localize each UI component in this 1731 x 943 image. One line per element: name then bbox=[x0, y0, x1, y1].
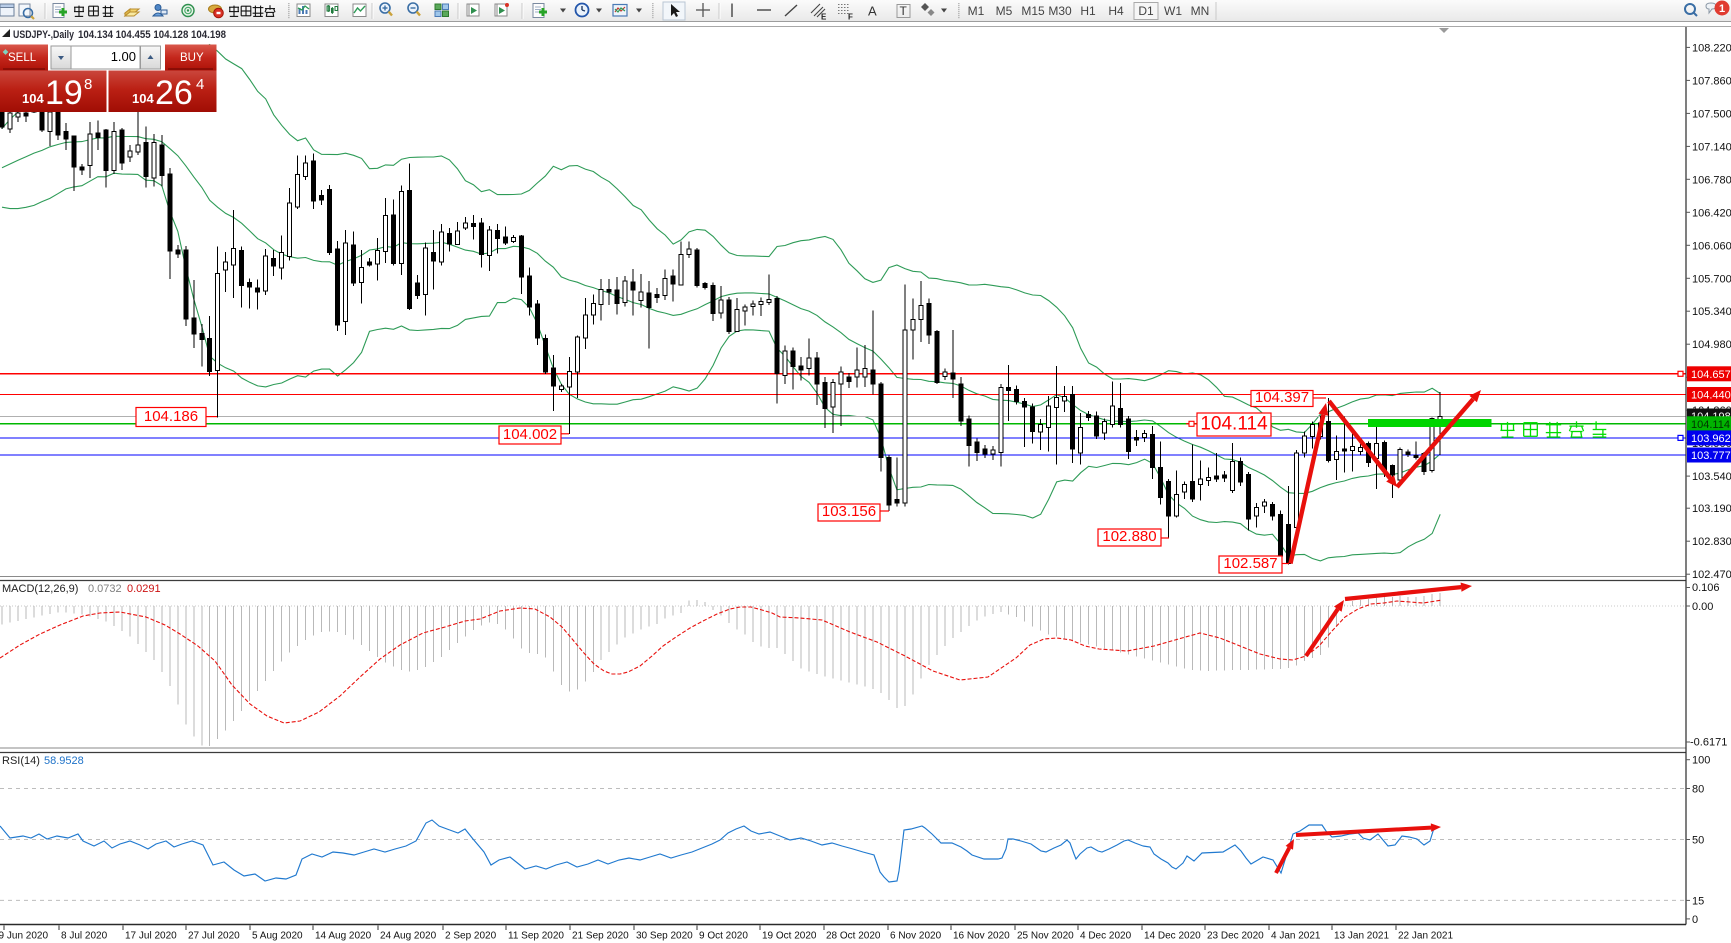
svg-text:28 Oct 2020: 28 Oct 2020 bbox=[826, 931, 881, 942]
svg-text:104.657: 104.657 bbox=[1691, 369, 1731, 381]
svg-text:107.860: 107.860 bbox=[1692, 75, 1731, 87]
svg-text:106.780: 106.780 bbox=[1692, 174, 1731, 186]
svg-text:102.587: 102.587 bbox=[1223, 555, 1277, 572]
svg-text:104.114: 104.114 bbox=[1200, 414, 1268, 435]
svg-text:M1: M1 bbox=[968, 4, 985, 18]
svg-text:H1: H1 bbox=[1080, 4, 1096, 18]
svg-text:M5: M5 bbox=[996, 4, 1013, 18]
svg-text:14 Aug 2020: 14 Aug 2020 bbox=[315, 931, 372, 942]
svg-text:106.060: 106.060 bbox=[1692, 240, 1731, 252]
svg-text:104.397: 104.397 bbox=[1255, 389, 1309, 406]
svg-text:-0.6171: -0.6171 bbox=[1690, 737, 1727, 749]
svg-text:D1: D1 bbox=[1138, 4, 1154, 18]
svg-text:0.00: 0.00 bbox=[1692, 601, 1713, 613]
svg-text:5 Aug 2020: 5 Aug 2020 bbox=[252, 931, 303, 942]
svg-text:102.470: 102.470 bbox=[1692, 569, 1731, 581]
svg-text:MACD(12,26,9): MACD(12,26,9) bbox=[2, 583, 78, 595]
svg-text:105.700: 105.700 bbox=[1692, 273, 1731, 285]
svg-text:103.777: 103.777 bbox=[1691, 450, 1731, 462]
svg-text:107.500: 107.500 bbox=[1692, 108, 1731, 120]
svg-text:22 Jan 2021: 22 Jan 2021 bbox=[1398, 931, 1453, 942]
svg-text:T: T bbox=[900, 4, 908, 18]
svg-text:30 Sep 2020: 30 Sep 2020 bbox=[636, 931, 693, 942]
svg-text:106.420: 106.420 bbox=[1692, 207, 1731, 219]
svg-text:MN: MN bbox=[1191, 4, 1210, 18]
svg-text:0.106: 0.106 bbox=[1692, 582, 1720, 594]
svg-text:11 Sep 2020: 11 Sep 2020 bbox=[508, 931, 564, 942]
svg-text:2 Sep 2020: 2 Sep 2020 bbox=[445, 931, 497, 942]
svg-text:27 Jul 2020: 27 Jul 2020 bbox=[188, 931, 240, 942]
svg-text:24 Aug 2020: 24 Aug 2020 bbox=[380, 931, 437, 942]
svg-text:104.114: 104.114 bbox=[1691, 419, 1730, 431]
svg-text:0: 0 bbox=[1692, 914, 1698, 926]
svg-text:104.134 104.455 104.128 104.19: 104.134 104.455 104.128 104.198 bbox=[78, 29, 226, 41]
svg-text:26: 26 bbox=[155, 74, 193, 112]
svg-text:100: 100 bbox=[1692, 755, 1710, 767]
svg-text:58.9528: 58.9528 bbox=[44, 755, 84, 767]
svg-text:104.002: 104.002 bbox=[503, 426, 557, 443]
svg-text:RSI(14): RSI(14) bbox=[2, 755, 40, 767]
svg-text:103.540: 103.540 bbox=[1692, 471, 1731, 483]
svg-text:19 Oct 2020: 19 Oct 2020 bbox=[762, 931, 817, 942]
svg-text:1.00: 1.00 bbox=[111, 49, 136, 64]
svg-text:W1: W1 bbox=[1164, 4, 1182, 18]
svg-text:104.980: 104.980 bbox=[1692, 339, 1731, 351]
svg-text:17 Jul 2020: 17 Jul 2020 bbox=[125, 931, 177, 942]
svg-text:4 Jan 2021: 4 Jan 2021 bbox=[1271, 931, 1321, 942]
svg-text:25 Nov 2020: 25 Nov 2020 bbox=[1017, 931, 1074, 942]
svg-text:102.830: 102.830 bbox=[1692, 536, 1731, 548]
svg-text:23 Dec 2020: 23 Dec 2020 bbox=[1207, 931, 1264, 942]
svg-text:6 Nov 2020: 6 Nov 2020 bbox=[890, 931, 942, 942]
svg-text:16 Nov 2020: 16 Nov 2020 bbox=[953, 931, 1010, 942]
svg-text:BUY: BUY bbox=[180, 52, 204, 64]
svg-text:104.440: 104.440 bbox=[1691, 390, 1731, 402]
svg-text:15: 15 bbox=[1692, 895, 1704, 907]
svg-text:14 Dec 2020: 14 Dec 2020 bbox=[1144, 931, 1201, 942]
svg-text:105.340: 105.340 bbox=[1692, 306, 1731, 318]
svg-text:103.962: 103.962 bbox=[1691, 433, 1731, 445]
svg-text:108.220: 108.220 bbox=[1692, 42, 1731, 54]
svg-text:103.190: 103.190 bbox=[1692, 503, 1731, 515]
svg-text:13 Jan 2021: 13 Jan 2021 bbox=[1334, 931, 1389, 942]
svg-text:103.156: 103.156 bbox=[822, 503, 876, 520]
svg-text:A: A bbox=[868, 4, 877, 19]
svg-text:9 Oct 2020: 9 Oct 2020 bbox=[699, 931, 748, 942]
svg-text:104: 104 bbox=[22, 91, 44, 106]
svg-text:8 Jul 2020: 8 Jul 2020 bbox=[61, 931, 108, 942]
svg-text:4: 4 bbox=[196, 76, 204, 93]
svg-text:1: 1 bbox=[1719, 3, 1725, 15]
svg-text:104.186: 104.186 bbox=[144, 408, 198, 425]
svg-text:107.140: 107.140 bbox=[1692, 141, 1731, 153]
svg-text:0.0732: 0.0732 bbox=[88, 583, 122, 595]
svg-text:F: F bbox=[848, 13, 853, 22]
svg-text:H4: H4 bbox=[1108, 4, 1124, 18]
svg-text:8: 8 bbox=[84, 76, 92, 93]
svg-text:USDJPY-,Daily: USDJPY-,Daily bbox=[13, 29, 75, 41]
svg-text:M30: M30 bbox=[1048, 4, 1072, 18]
svg-text:29 Jun 2020: 29 Jun 2020 bbox=[0, 931, 48, 942]
svg-text:80: 80 bbox=[1692, 784, 1704, 796]
svg-text:E: E bbox=[821, 13, 827, 22]
svg-text:50: 50 bbox=[1692, 835, 1704, 847]
svg-text:102.880: 102.880 bbox=[1102, 528, 1156, 545]
svg-text:SELL: SELL bbox=[8, 52, 37, 64]
svg-text:M15: M15 bbox=[1021, 4, 1045, 18]
svg-text:19: 19 bbox=[45, 74, 83, 112]
svg-text:104: 104 bbox=[132, 91, 154, 106]
svg-text:0.0291: 0.0291 bbox=[127, 583, 161, 595]
svg-text:4 Dec 2020: 4 Dec 2020 bbox=[1080, 931, 1132, 942]
svg-text:21 Sep 2020: 21 Sep 2020 bbox=[572, 931, 629, 942]
